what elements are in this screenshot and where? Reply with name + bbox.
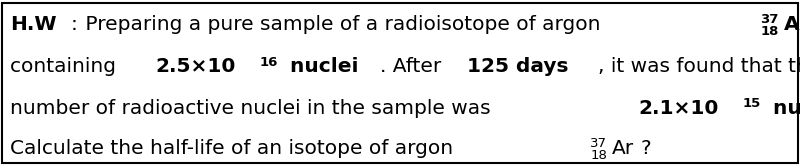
Text: 125 days: 125 days — [467, 57, 569, 76]
Text: 37: 37 — [590, 137, 607, 150]
Text: Calculate the half-life of an isotope of argon: Calculate the half-life of an isotope of… — [10, 139, 460, 158]
Text: 16: 16 — [259, 56, 278, 69]
Text: nuclei: nuclei — [766, 99, 800, 118]
Text: nuclei: nuclei — [283, 57, 358, 76]
Text: 18: 18 — [590, 149, 607, 162]
Text: H.W: H.W — [10, 15, 57, 34]
Text: containing: containing — [10, 57, 122, 76]
Text: . After: . After — [380, 57, 448, 76]
Text: 15: 15 — [742, 97, 761, 110]
Text: Ar: Ar — [784, 15, 800, 34]
Text: Preparing a pure sample of a radioisotope of argon: Preparing a pure sample of a radioisotop… — [79, 15, 607, 34]
Text: ?: ? — [641, 139, 651, 158]
Text: :: : — [70, 15, 78, 34]
Text: 37: 37 — [761, 13, 779, 26]
Text: 2.5×10: 2.5×10 — [155, 57, 236, 76]
Text: Ar: Ar — [612, 139, 634, 158]
Text: number of radioactive nuclei in the sample was: number of radioactive nuclei in the samp… — [10, 99, 498, 118]
Text: 18: 18 — [761, 25, 779, 38]
Text: 2.1×10: 2.1×10 — [638, 99, 719, 118]
Text: , it was found that the: , it was found that the — [598, 57, 800, 76]
